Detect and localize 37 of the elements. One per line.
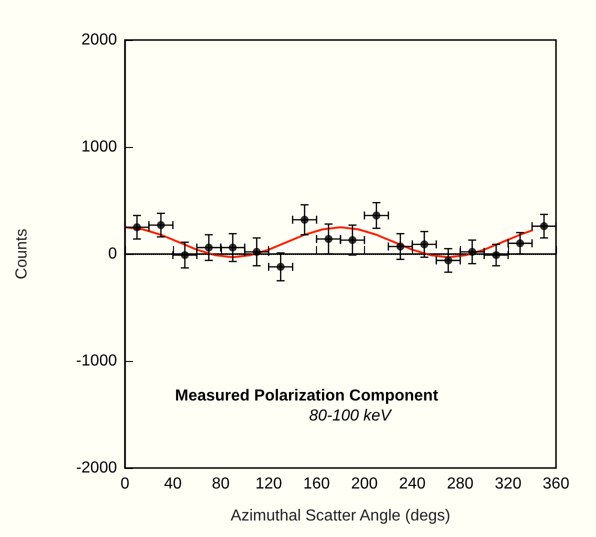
point: [156, 221, 165, 230]
x-tick-label: 120: [255, 476, 282, 492]
annotation: Measured Polarization Component: [175, 388, 439, 404]
point: [516, 239, 524, 248]
point: [420, 240, 428, 248]
point: [180, 251, 189, 260]
point: [372, 211, 380, 220]
point: [540, 222, 548, 230]
x-tick-label: 320: [494, 476, 522, 492]
point: [132, 223, 141, 232]
point: [204, 244, 213, 252]
y-axis-title: Counts: [14, 228, 30, 280]
x-tick-label: 360: [542, 476, 570, 492]
point: [252, 248, 261, 256]
y-tick-label: -2000: [76, 460, 118, 476]
point: [396, 242, 404, 251]
point: [324, 235, 333, 244]
y-tick-label: -1000: [76, 352, 118, 370]
x-tick-label: 40: [164, 476, 182, 492]
x-tick-label: 280: [446, 476, 474, 492]
point: [348, 236, 356, 244]
x-tick-label: 0: [120, 476, 130, 492]
point: [300, 216, 309, 224]
x-tick-label: 240: [398, 476, 426, 492]
point: [276, 262, 285, 271]
y-tick-label: 2000: [81, 32, 118, 48]
y-tick-label: 0: [108, 246, 118, 262]
x-axis-title: Azimuthal Scatter Angle (degs): [230, 508, 450, 524]
y-tick-label: 1000: [81, 138, 118, 156]
point: [228, 244, 237, 252]
point: [468, 248, 476, 256]
x-tick-label: 160: [303, 476, 330, 492]
x-tick-label: 80: [212, 476, 230, 492]
x-tick-label: 200: [351, 476, 378, 492]
annotation: 80-100 keV: [309, 408, 392, 424]
point: [492, 251, 500, 260]
point: [444, 256, 452, 264]
